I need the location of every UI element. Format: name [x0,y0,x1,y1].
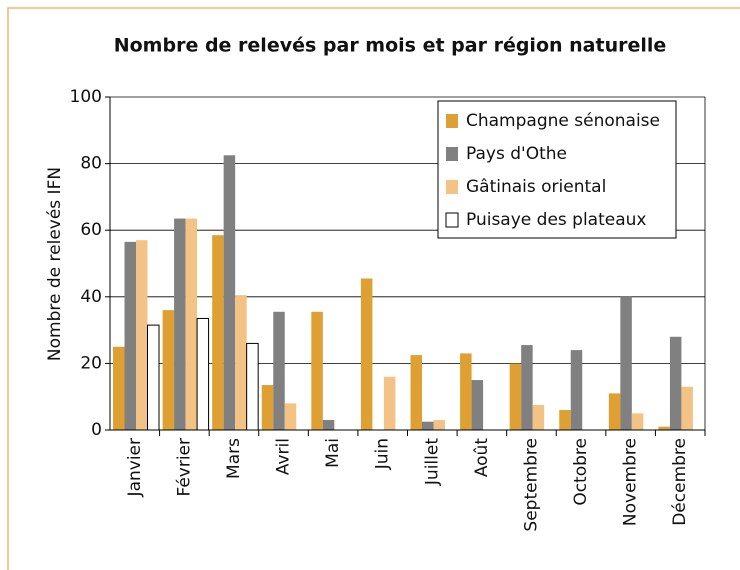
bar [631,413,644,430]
bar [509,363,522,430]
bar [322,420,335,430]
bar [422,421,434,430]
y-axis-label: Nombre de relevés IFN [45,167,65,361]
bar [147,324,160,431]
legend-label: Champagne sénonaise [466,111,660,131]
bar [681,386,693,430]
bar [174,218,186,430]
x-tick-label: Mai [323,438,343,468]
bar [196,317,210,431]
bar [246,342,259,431]
x-tick-label: Mars [224,438,244,479]
bar [559,410,571,430]
legend-box [437,100,677,239]
bar [136,240,148,430]
bar [311,311,323,430]
legend-swatch [445,212,459,228]
y-tick-label: 20 [80,353,102,373]
bar [185,218,198,430]
bar [360,278,373,430]
legend-label: Gâtinais oriental [466,177,606,197]
x-tick-label: Août [472,438,492,478]
bar [433,420,445,430]
x-tick-label: Novembre [621,438,641,526]
x-tick-label: Juin [373,438,393,470]
bar [460,353,472,430]
x-tick-label: Octobre [571,438,591,506]
x-tick-label: Février [174,438,194,497]
bar [273,311,285,430]
legend-swatch [446,180,458,194]
bar [235,295,247,430]
bar [471,380,484,430]
x-tick-label: Avril [274,438,294,475]
y-tick-label: 0 [91,420,102,440]
bar [570,350,583,430]
x-tick-label: Décembre [670,438,690,526]
bar [124,241,136,430]
frame [7,7,740,570]
bar [223,155,236,430]
legend-swatch [446,147,458,161]
bar [113,346,125,430]
x-tick-label: Septembre [521,438,541,532]
bar [608,393,621,430]
bar [261,385,274,430]
bar [162,310,175,430]
x-tick-label: Juillet [422,438,442,486]
bar [284,403,297,430]
chart-title: Nombre de relevés par mois et par région… [114,35,667,57]
bar [521,345,533,430]
y-tick-label: 60 [80,220,102,240]
bar [532,405,545,430]
legend-label: Puisaye des plateaux [466,210,646,230]
bar [410,355,422,430]
bar [620,296,632,430]
bar [658,426,670,430]
legend-label: Pays d'Othe [466,144,567,164]
y-tick-label: 40 [80,287,102,307]
y-tick-label: 100 [70,87,102,107]
x-tick-label: Janvier [125,438,145,497]
bar [383,376,396,430]
bar [669,336,682,430]
y-tick-label: 80 [80,154,102,174]
bar [212,235,224,430]
legend-swatch [446,114,458,128]
